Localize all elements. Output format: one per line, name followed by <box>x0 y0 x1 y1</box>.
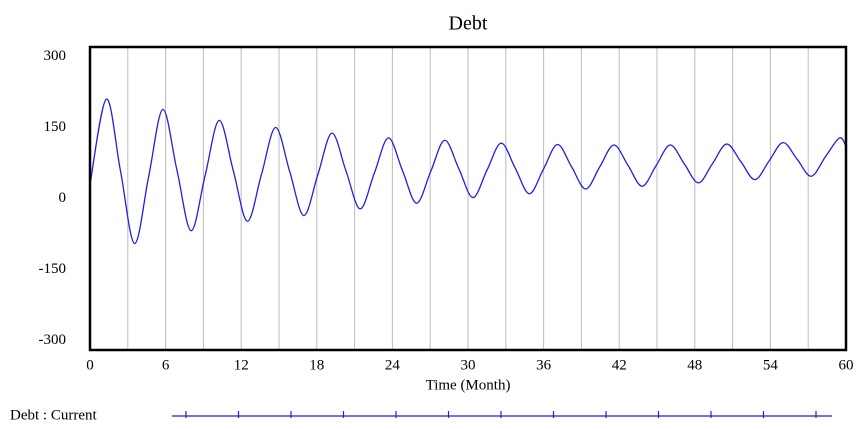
x-tick-label: 36 <box>536 357 552 373</box>
y-tick-label: 150 <box>44 119 67 135</box>
x-tick-label: 42 <box>612 357 627 373</box>
x-tick-label: 48 <box>687 357 702 373</box>
y-tick-label: 300 <box>44 48 67 64</box>
chart-title: Debt <box>449 13 488 35</box>
y-tick-label: 0 <box>59 190 67 206</box>
x-tick-label: 6 <box>162 357 170 373</box>
x-tick-label: 18 <box>309 357 324 373</box>
x-tick-label: 54 <box>763 357 779 373</box>
y-tick-label: -300 <box>39 332 67 348</box>
x-axis-label: Time (Month) <box>426 377 511 393</box>
x-tick-label: 12 <box>234 357 249 373</box>
x-tick-label: 60 <box>839 357 854 373</box>
y-tick-label: -150 <box>39 261 67 277</box>
line-series <box>89 98 847 245</box>
x-tick-label: 30 <box>461 357 476 373</box>
legend-label: Debt : Current <box>10 407 97 423</box>
x-tick-label: 24 <box>385 357 401 373</box>
x-tick-label: 0 <box>86 357 94 373</box>
plot-frame <box>88 45 848 352</box>
